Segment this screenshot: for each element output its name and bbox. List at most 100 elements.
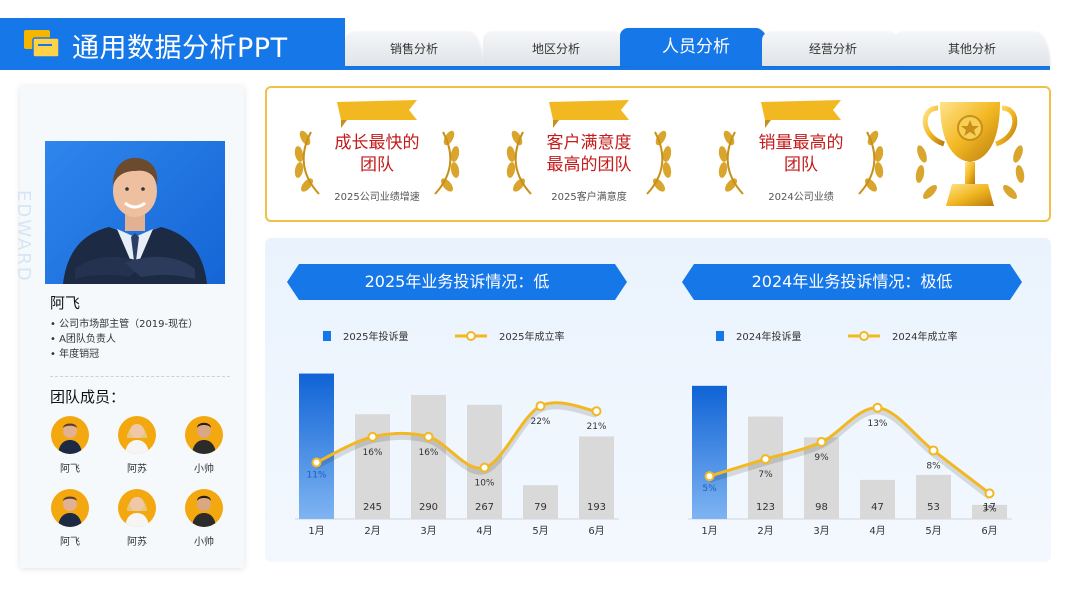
line-point bbox=[760, 454, 771, 465]
profile-bullets: 公司市场部主管（2019-现在） A团队负责人 年度销冠 bbox=[50, 317, 198, 362]
award-title: 客户满意度 最高的团队 bbox=[489, 132, 689, 176]
team-member[interactable]: 阿飞 bbox=[40, 416, 100, 475]
team-member[interactable]: 阿苏 bbox=[107, 416, 167, 475]
bar bbox=[972, 504, 1007, 519]
bar bbox=[355, 414, 390, 519]
avatar bbox=[185, 489, 223, 527]
line-point bbox=[479, 462, 490, 473]
line-point bbox=[984, 488, 995, 499]
award-subtitle: 2025客户满意度 bbox=[551, 192, 627, 203]
line-value-label: 3% bbox=[982, 504, 997, 514]
member-name: 阿飞 bbox=[60, 537, 80, 548]
line-value-label: 13% bbox=[867, 419, 887, 429]
line-value-label: 9% bbox=[814, 453, 829, 463]
award-title-line: 团队 bbox=[784, 155, 818, 175]
tab-other[interactable]: 其他分析 bbox=[894, 32, 1050, 66]
title-block: 通用数据分析PPT bbox=[0, 18, 345, 70]
line-value-label: 7% bbox=[758, 470, 773, 480]
member-name: 小帅 bbox=[194, 537, 214, 548]
team-member[interactable]: 小帅 bbox=[174, 416, 234, 475]
bar-value-label: 267 bbox=[475, 502, 494, 513]
chart-title: 2025年业务投诉情况：低 bbox=[364, 272, 550, 291]
bar-value-label: 193 bbox=[587, 502, 606, 513]
team-member[interactable]: 阿苏 bbox=[107, 489, 167, 548]
bar-value-label: 17 bbox=[983, 502, 996, 513]
award-title-line: 客户满意度 bbox=[546, 133, 632, 153]
award-title-line: 团队 bbox=[360, 155, 394, 175]
legend-label: 2024年成立率 bbox=[892, 330, 957, 343]
bullet-item: 公司市场部主管（2019-现在） bbox=[50, 317, 198, 332]
line-point bbox=[535, 401, 546, 412]
header: 通用数据分析PPT 销售分析 地区分析 人员分析 经营分析 其他分析 bbox=[0, 0, 1080, 80]
line-point bbox=[704, 471, 715, 482]
legend-bar-swatch bbox=[323, 331, 331, 341]
avatar bbox=[51, 416, 89, 454]
profile-photo bbox=[45, 141, 225, 284]
laurel-icon bbox=[718, 100, 884, 195]
award-title-line: 销量最高的 bbox=[758, 133, 844, 153]
laurel-icon bbox=[294, 100, 460, 195]
line-value-label: 22% bbox=[530, 417, 550, 427]
line-point bbox=[367, 431, 378, 442]
awards-banner: 成长最快的 团队 2025公司业绩增速 客户满意度 最高的团队 bbox=[265, 86, 1051, 222]
line-value-label: 5% bbox=[702, 484, 717, 494]
member-name: 阿苏 bbox=[127, 537, 147, 548]
award-item: 客户满意度 最高的团队 2025客户满意度 bbox=[489, 88, 689, 224]
tab-sales[interactable]: 销售分析 bbox=[345, 32, 483, 66]
x-tick-label: 4月 bbox=[869, 525, 885, 537]
legend-label: 2025年成立率 bbox=[499, 330, 564, 343]
bar bbox=[411, 394, 446, 519]
award-subtitle: 2025公司业绩增速 bbox=[334, 192, 420, 203]
bar bbox=[748, 416, 783, 519]
bullet-item: A团队负责人 bbox=[50, 332, 198, 347]
avatar bbox=[185, 416, 223, 454]
dashed-divider bbox=[50, 376, 230, 377]
chart-title-banner bbox=[287, 264, 627, 300]
award-item: 销量最高的 团队 2024公司业绩 bbox=[701, 88, 901, 224]
award-title: 成长最快的 团队 bbox=[277, 132, 477, 176]
legend-label: 2025年投诉量 bbox=[343, 330, 408, 343]
line-point bbox=[872, 402, 883, 413]
member-name: 小帅 bbox=[194, 464, 214, 475]
line-value-label: 16% bbox=[418, 448, 438, 458]
legend-bar-swatch bbox=[716, 331, 724, 341]
member-name: 阿苏 bbox=[127, 464, 147, 475]
legend-line-marker bbox=[466, 331, 476, 341]
line-point bbox=[928, 445, 939, 456]
tab-region[interactable]: 地区分析 bbox=[483, 32, 629, 66]
tab-operations[interactable]: 经营分析 bbox=[762, 32, 904, 66]
award-subtitle: 2024公司业绩 bbox=[768, 192, 834, 203]
team-member[interactable]: 阿飞 bbox=[40, 489, 100, 548]
app-title: 通用数据分析PPT bbox=[72, 33, 288, 64]
bar-value-label: 53 bbox=[927, 502, 940, 513]
chart-panel: 2025年业务投诉情况：低 2024年业务投诉情况：极低 2025年投诉量 202… bbox=[265, 238, 1051, 562]
line-value-label: 10% bbox=[474, 479, 494, 489]
x-tick-label: 4月 bbox=[476, 525, 492, 537]
avatar bbox=[118, 489, 156, 527]
team-member[interactable]: 小帅 bbox=[174, 489, 234, 548]
team-title: 团队成员： bbox=[50, 388, 126, 406]
bar bbox=[916, 474, 951, 519]
x-tick-label: 2月 bbox=[757, 525, 773, 537]
tab-personnel[interactable]: 人员分析 bbox=[620, 28, 772, 66]
chart-2025: 2025年投诉量 2025年成立率 1月 245 2月 290 3月 267 4月 79 5月 193… bbox=[295, 330, 619, 537]
x-tick-label: 1月 bbox=[701, 525, 717, 537]
trophy-icon bbox=[915, 102, 1025, 206]
profile-card: EDWARD 阿飞 公司市场部主管（2019-现在） A团队负责人 年度销冠 团… bbox=[13, 86, 244, 568]
line-value-label: 16% bbox=[362, 448, 382, 458]
bar bbox=[523, 485, 558, 519]
chart-2024: 2024年投诉量 2024年成立率 1月 123 2月 98 3月 47 4月 53 5月 17 6月 5… bbox=[688, 330, 1012, 537]
bar-value-label: 98 bbox=[815, 502, 828, 513]
chart-title: 2024年业务投诉情况：极低 bbox=[751, 272, 953, 291]
line-value-label: 21% bbox=[586, 422, 606, 432]
bar-value-label: 123 bbox=[756, 502, 775, 513]
legend-label: 2024年投诉量 bbox=[736, 330, 801, 343]
award-item: 成长最快的 团队 2025公司业绩增速 bbox=[277, 88, 477, 224]
bar-value-label: 79 bbox=[534, 502, 547, 513]
bar bbox=[860, 479, 895, 519]
x-tick-label: 5月 bbox=[532, 525, 548, 537]
line-value-label: 8% bbox=[926, 462, 941, 472]
x-tick-label: 3月 bbox=[813, 525, 829, 537]
member-name: 阿飞 bbox=[60, 464, 80, 475]
bar bbox=[692, 385, 727, 519]
